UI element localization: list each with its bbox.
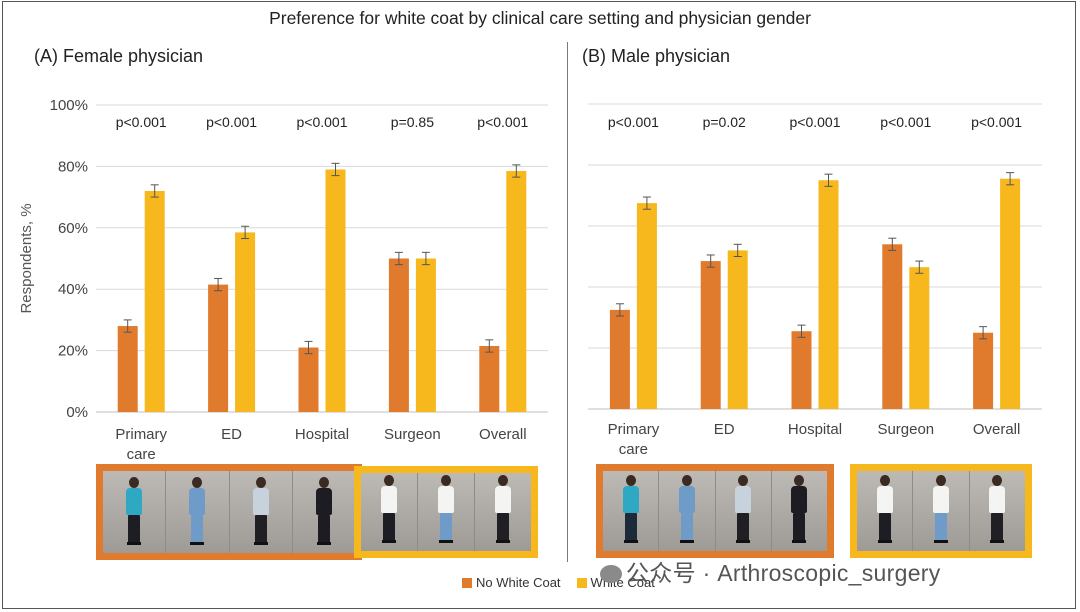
- person-figure-icon: [123, 477, 145, 545]
- panel-a-p-value: p<0.001: [116, 114, 167, 130]
- physician-photo: [603, 471, 660, 551]
- person-figure-icon: [620, 475, 642, 543]
- person-figure-icon: [874, 475, 896, 543]
- panel-b-category-label: care: [619, 441, 648, 458]
- person-figure-icon: [186, 477, 208, 545]
- panel-b-p-value: p<0.001: [880, 114, 931, 130]
- person-figure-icon: [492, 475, 514, 543]
- panel-b-p-value: p<0.001: [971, 114, 1022, 130]
- watermark: 公众号 · Arthroscopic_surgery: [600, 554, 941, 588]
- panel-divider: [567, 42, 568, 562]
- physician-photo: [103, 471, 167, 553]
- panel-a-ytick-label: 80%: [58, 158, 88, 175]
- panel-a-category-label: Primary: [115, 426, 167, 443]
- panel-b-bar-no-white-coat: [791, 331, 812, 409]
- panel-a-ytick-label: 100%: [50, 97, 88, 114]
- panel-a-title: (A) Female physician: [34, 46, 204, 66]
- photo-group-male-white-coat: [850, 464, 1032, 558]
- panel-a-p-value: p<0.001: [206, 114, 257, 130]
- figure-title: Preference for white coat by clinical ca…: [269, 8, 811, 28]
- person-figure-icon: [250, 477, 272, 545]
- panel-a-category-label: Overall: [479, 426, 527, 443]
- physician-photo: [166, 471, 230, 553]
- legend-swatch-no-white-coat: [462, 577, 472, 588]
- person-figure-icon: [313, 477, 335, 545]
- panel-a-ytick-label: 60%: [58, 220, 88, 237]
- photo-group-inner: [603, 471, 827, 551]
- physician-photo: [913, 471, 970, 551]
- watermark-text: 公众号 · Arthroscopic_surgery: [626, 560, 941, 586]
- physician-photo: [361, 473, 418, 551]
- panel-a-category-label: Hospital: [295, 426, 349, 443]
- legend-swatch-white-coat: [576, 577, 587, 588]
- person-figure-icon: [676, 475, 698, 543]
- panel-a-bar-no-white-coat: [388, 258, 409, 412]
- panel-b-category-label: Overall: [973, 421, 1021, 438]
- panel-b-bar-no-white-coat: [973, 332, 994, 409]
- panel-b-bar-no-white-coat: [700, 261, 721, 409]
- panel-b-category-label: Primary: [608, 421, 660, 438]
- physician-photo: [715, 471, 772, 551]
- panel-b-title: (B) Male physician: [582, 46, 731, 66]
- photo-group-inner: [857, 471, 1025, 551]
- panel-a-p-value: p=0.85: [391, 114, 434, 130]
- legend-label-no-white-coat: No White Coat: [476, 575, 561, 590]
- legend-item-no-white-coat: No White Coat: [462, 575, 561, 590]
- photo-group-inner: [103, 471, 355, 553]
- panel-b-bar-no-white-coat: [609, 309, 630, 409]
- physician-photo: [969, 471, 1025, 551]
- panel-a-ytick-label: 20%: [58, 343, 88, 360]
- person-figure-icon: [435, 475, 457, 543]
- person-figure-icon: [378, 475, 400, 543]
- panel-a-ytick-label: 0%: [66, 404, 88, 421]
- panel-a-ylabel: Respondents, %: [18, 203, 35, 313]
- panel-a-ytick-label: 40%: [58, 281, 88, 298]
- physician-photo: [475, 473, 531, 551]
- photo-group-female-white-coat: [354, 466, 538, 558]
- panel-b-bar-white-coat: [636, 203, 657, 409]
- panel-b-category-label: ED: [714, 421, 735, 438]
- person-figure-icon: [732, 475, 754, 543]
- panel-b-p-value: p<0.001: [608, 114, 659, 130]
- panel-b-p-value: p=0.02: [703, 114, 746, 130]
- panel-a-category-label: Surgeon: [384, 426, 441, 443]
- physician-photo: [857, 471, 914, 551]
- panel-b-bar-white-coat: [727, 250, 748, 409]
- panel-a-bar-white-coat: [325, 169, 346, 412]
- panel-a-p-value: p<0.001: [477, 114, 528, 130]
- panel-a-bar-no-white-coat: [479, 345, 500, 412]
- physician-photo: [659, 471, 716, 551]
- person-figure-icon: [986, 475, 1008, 543]
- panel-b-category-label: Hospital: [788, 421, 842, 438]
- chat-logo-icon: [600, 565, 622, 583]
- panel-a-bar-white-coat: [506, 171, 527, 412]
- physician-photo: [771, 471, 827, 551]
- panel-b-bar-white-coat: [909, 267, 930, 409]
- photo-group-female-no-white-coat: [96, 464, 362, 560]
- physician-photo: [292, 471, 355, 553]
- panel-a-category-label: care: [127, 446, 156, 463]
- panel-a-bar-white-coat: [144, 190, 165, 412]
- photo-group-inner: [361, 473, 531, 551]
- panel-a-bar-no-white-coat: [298, 347, 319, 412]
- physician-photo: [229, 471, 293, 553]
- panel-a-bar-white-coat: [235, 232, 256, 412]
- panel-b-bar-white-coat: [1000, 178, 1021, 409]
- panel-b-category-label: Surgeon: [877, 421, 934, 438]
- panel-a-bar-no-white-coat: [117, 326, 138, 412]
- panel-b-p-value: p<0.001: [790, 114, 841, 130]
- person-figure-icon: [930, 475, 952, 543]
- physician-photo: [418, 473, 475, 551]
- person-figure-icon: [788, 475, 810, 543]
- panel-a-p-value: p<0.001: [297, 114, 348, 130]
- photo-group-male-no-white-coat: [596, 464, 834, 558]
- panel-a-category-label: ED: [221, 426, 242, 443]
- panel-b-bar-white-coat: [818, 180, 839, 409]
- panel-a-bar-white-coat: [415, 258, 436, 412]
- panel-a-bar-no-white-coat: [208, 284, 229, 412]
- panel-b-bar-no-white-coat: [882, 244, 903, 409]
